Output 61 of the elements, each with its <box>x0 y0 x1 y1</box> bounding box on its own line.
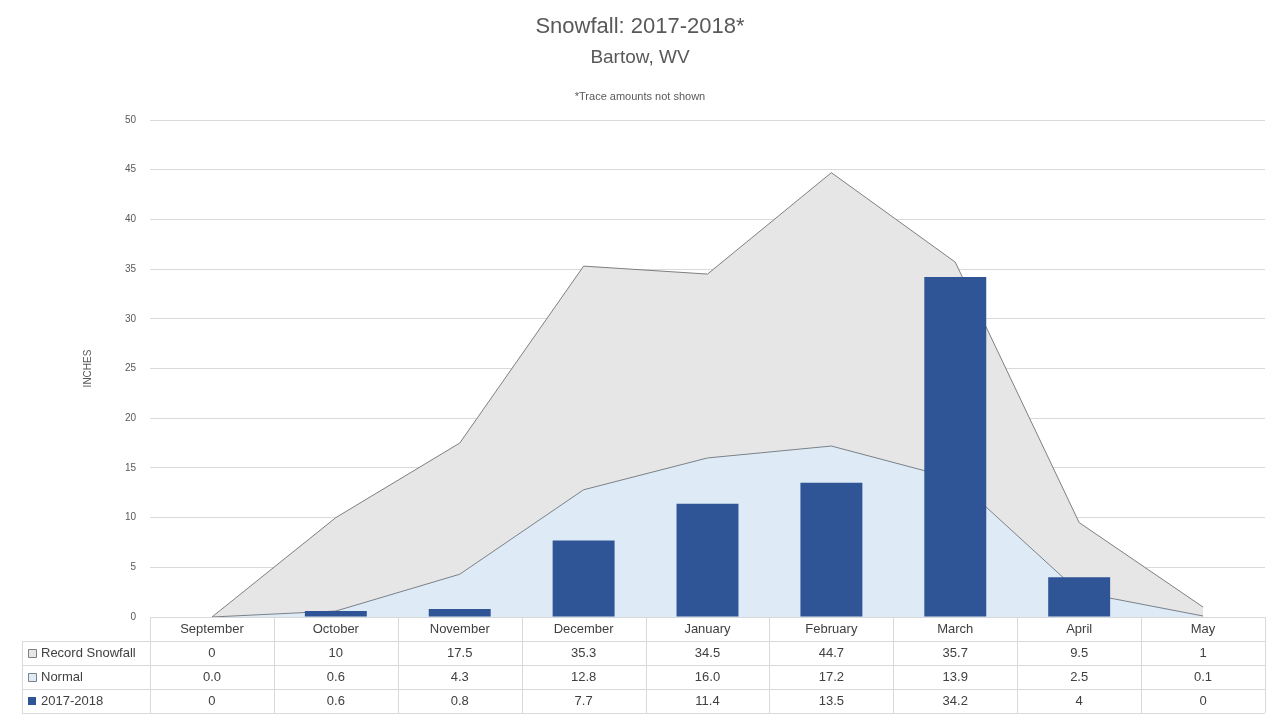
y-tick-label: 45 <box>124 163 137 175</box>
text: *Trace amounts not shown <box>574 90 706 103</box>
data-label: 17.2 <box>818 668 845 684</box>
x-tick-label: May <box>1190 621 1216 637</box>
bar <box>304 611 367 617</box>
y-axis-title: INCHES <box>81 349 93 388</box>
data-label: 0.0 <box>202 668 221 684</box>
data-label: 13.9 <box>942 668 968 684</box>
bar <box>800 482 863 617</box>
data-label: 7.7 <box>574 692 593 708</box>
data-label: 0.8 <box>450 692 469 708</box>
x-tick-label: March <box>937 621 974 637</box>
data-label: 0.1 <box>1194 668 1213 684</box>
x-tick-label: April <box>1066 621 1093 637</box>
data-label: 34.2 <box>942 692 968 708</box>
data-label: 2.5 <box>1070 668 1089 684</box>
bar <box>924 277 987 617</box>
data-label: 4.3 <box>450 668 469 684</box>
y-tick-label: 15 <box>124 461 137 473</box>
x-tick-label: November <box>429 621 491 637</box>
y-tick-label: 40 <box>124 213 137 225</box>
data-label: 1 <box>1199 644 1207 660</box>
legend-label: 2017-2018 <box>41 692 104 708</box>
y-tick-label: 35 <box>124 262 137 274</box>
data-label: 4 <box>1075 692 1083 708</box>
y-tick-label: 25 <box>124 362 137 374</box>
x-tick-label: January <box>684 621 732 637</box>
data-label: 0 <box>1199 692 1207 708</box>
x-tick-label: February <box>805 621 858 637</box>
legend-label: Record Snowfall <box>41 644 136 660</box>
data-label: 35.3 <box>570 644 597 660</box>
data-label: 9.5 <box>1070 644 1089 660</box>
data-label: 44.7 <box>818 644 845 660</box>
bar <box>1048 577 1111 617</box>
chart-subtitle: Bartow, WV <box>590 46 690 68</box>
data-label: 34.5 <box>694 644 721 660</box>
legend-label: Normal <box>41 668 84 684</box>
data-label: 17.5 <box>447 644 473 660</box>
y-tick-label: 50 <box>124 113 137 125</box>
data-label: 16.0 <box>694 668 721 684</box>
data-label: 0.6 <box>326 692 345 708</box>
x-tick-label: October <box>312 621 360 637</box>
data-label: 12.8 <box>570 668 597 684</box>
data-label: 0.6 <box>326 668 345 684</box>
y-tick-label: 10 <box>124 511 137 523</box>
data-label: 11.4 <box>695 692 720 708</box>
x-tick-label: December <box>553 621 615 637</box>
data-label: 0 <box>208 644 216 660</box>
y-tick-label: 30 <box>124 312 137 324</box>
x-tick-label: September <box>180 621 245 637</box>
y-tick-label: 0 <box>130 610 137 622</box>
bar <box>428 609 491 617</box>
data-label: 13.5 <box>818 692 845 708</box>
data-label: 0 <box>208 692 216 708</box>
data-label: 35.7 <box>942 644 968 660</box>
y-tick-label: 20 <box>124 411 137 423</box>
chart-title: Snowfall: 2017-2018* <box>535 13 746 39</box>
bar <box>552 540 615 617</box>
bar <box>676 503 739 617</box>
y-tick-label: 5 <box>130 561 137 573</box>
data-label: 10 <box>328 644 344 660</box>
